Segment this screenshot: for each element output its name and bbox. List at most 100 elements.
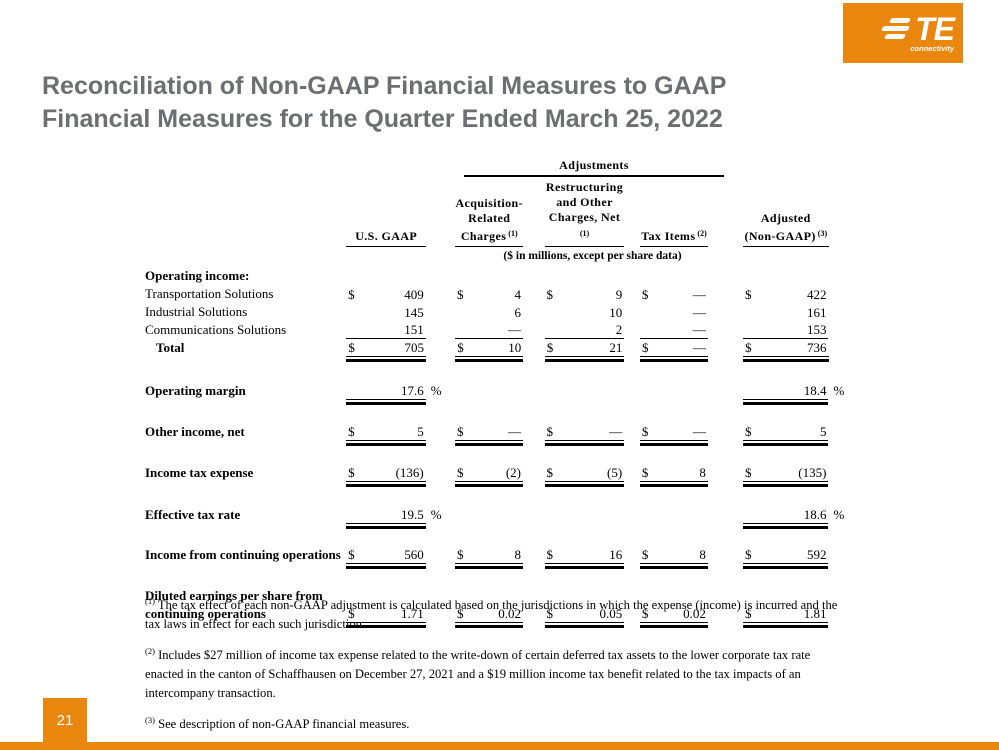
te-bars-icon	[880, 18, 912, 39]
value-text: 736	[807, 340, 827, 355]
column-gap	[624, 321, 640, 339]
double-rule	[639, 443, 708, 446]
column-gap	[523, 321, 545, 339]
column-gap	[523, 382, 545, 400]
value-text: 18.6	[803, 507, 827, 522]
value-cell: $4	[455, 285, 523, 303]
row-label: continuing operations	[145, 606, 266, 621]
currency-symbol: $	[641, 547, 649, 562]
currency-symbol: $	[348, 287, 355, 302]
value-line: $422	[743, 285, 828, 303]
column-gap	[828, 464, 850, 482]
value-cell: $0.02	[639, 605, 708, 628]
double-rule	[544, 566, 625, 569]
currency-symbol: $	[348, 340, 355, 355]
value-cell: $422	[743, 285, 828, 303]
column-gap	[426, 464, 455, 482]
table-row: Transportation Solutions $409 $4 $9 $ — $422	[145, 285, 850, 303]
value-line: $0.02	[639, 605, 708, 623]
value-text: 705	[404, 340, 424, 355]
page-title-line1: Reconciliation of Non-GAAP Financial Mea…	[42, 72, 727, 100]
double-rule	[544, 625, 625, 628]
value-cell: 6	[455, 303, 523, 321]
column-gap	[708, 546, 743, 564]
row-spacer	[145, 569, 850, 587]
column-gap	[829, 339, 851, 357]
value-line: 153	[742, 321, 829, 339]
value-cell: $21	[544, 339, 625, 362]
value-line: 151	[346, 321, 426, 339]
currency-symbol: $	[546, 465, 554, 480]
footnote-marker: (3)	[815, 229, 828, 238]
page-number-badge: 21	[43, 698, 87, 742]
value-cell: —	[639, 321, 708, 339]
value-text: 10	[508, 340, 522, 355]
column-gap	[828, 303, 850, 321]
column-header: Acquisition- Related Charges (1)	[455, 196, 524, 247]
column-gap	[523, 303, 545, 321]
value-line: $ —	[640, 339, 708, 357]
footnotes: (1) The tax effect of each non-GAAP adju…	[145, 592, 845, 742]
value-line: $ —	[640, 285, 708, 303]
value-text: (2)	[505, 465, 522, 480]
double-rule	[346, 526, 426, 529]
double-rule	[640, 359, 708, 362]
footnote-marker: (3)	[145, 715, 155, 725]
footnote-marker: (1)	[506, 229, 518, 238]
value-cell: 18.4	[742, 382, 829, 405]
value-text: 5	[819, 424, 827, 439]
row-spacer	[145, 405, 850, 423]
footnote: (1) The tax effect of each non-GAAP adju…	[145, 596, 838, 631]
table-row: Income tax expense $ (136) $ (2) $ (5) $8 $ (135)	[145, 464, 850, 487]
value-line: $1.71	[346, 605, 426, 623]
te-connectivity-logo: TE connectivity	[843, 3, 963, 63]
column-header-line: Restructuring	[545, 180, 624, 194]
value-text: 5	[417, 424, 424, 439]
column-header-line: Acquisition-	[455, 196, 523, 210]
currency-symbol: $	[546, 340, 554, 355]
column-gap	[708, 506, 743, 524]
value-text: —	[692, 322, 706, 337]
value-text: 592	[806, 547, 827, 562]
row-label: Total	[156, 340, 185, 355]
currency-symbol: $	[744, 465, 752, 480]
column-gap: %	[430, 507, 442, 522]
column-header: Adjusted (Non-GAAP) (3)	[743, 211, 829, 247]
value-line: $ (5)	[544, 464, 625, 482]
column-gap	[624, 506, 640, 524]
value-line: $5	[742, 423, 829, 441]
column-gap	[426, 285, 455, 303]
footnote-marker: (2)	[695, 229, 707, 238]
value-cell: $1.81	[742, 605, 829, 628]
value-text: 16	[609, 547, 623, 562]
value-cell: $5	[742, 423, 829, 446]
value-line: $409	[346, 285, 426, 303]
value-line: $5	[346, 423, 426, 441]
currency-symbol: $	[457, 340, 464, 355]
double-rule	[346, 359, 426, 362]
value-line: $1.81	[742, 605, 829, 623]
column-header-line: U.S. GAAP	[355, 229, 418, 243]
row-spacer	[145, 529, 850, 546]
column-gap	[523, 285, 545, 303]
value-cell: $ (136)	[346, 464, 426, 487]
column-gap: %	[833, 507, 845, 522]
column-gap	[828, 285, 850, 303]
column-gap	[523, 464, 545, 482]
value-cell: $9	[545, 285, 625, 303]
value-cell: —	[455, 321, 524, 339]
double-rule	[346, 625, 426, 628]
value-text: 153	[806, 322, 827, 337]
double-rule	[455, 359, 524, 362]
value-line: $8	[455, 546, 524, 564]
value-text: 6	[514, 305, 522, 320]
page-title-line2: Financial Measures for the Quarter Ended…	[42, 105, 723, 133]
currency-symbol: $	[641, 287, 649, 302]
value-cell: $705	[346, 339, 426, 362]
footnote: (2) Includes $27 million of income tax e…	[145, 646, 811, 700]
value-line: 145	[346, 303, 426, 321]
footnote-marker: (1)	[579, 229, 590, 238]
currency-symbol: $	[457, 424, 464, 439]
value-text: 161	[806, 305, 827, 320]
